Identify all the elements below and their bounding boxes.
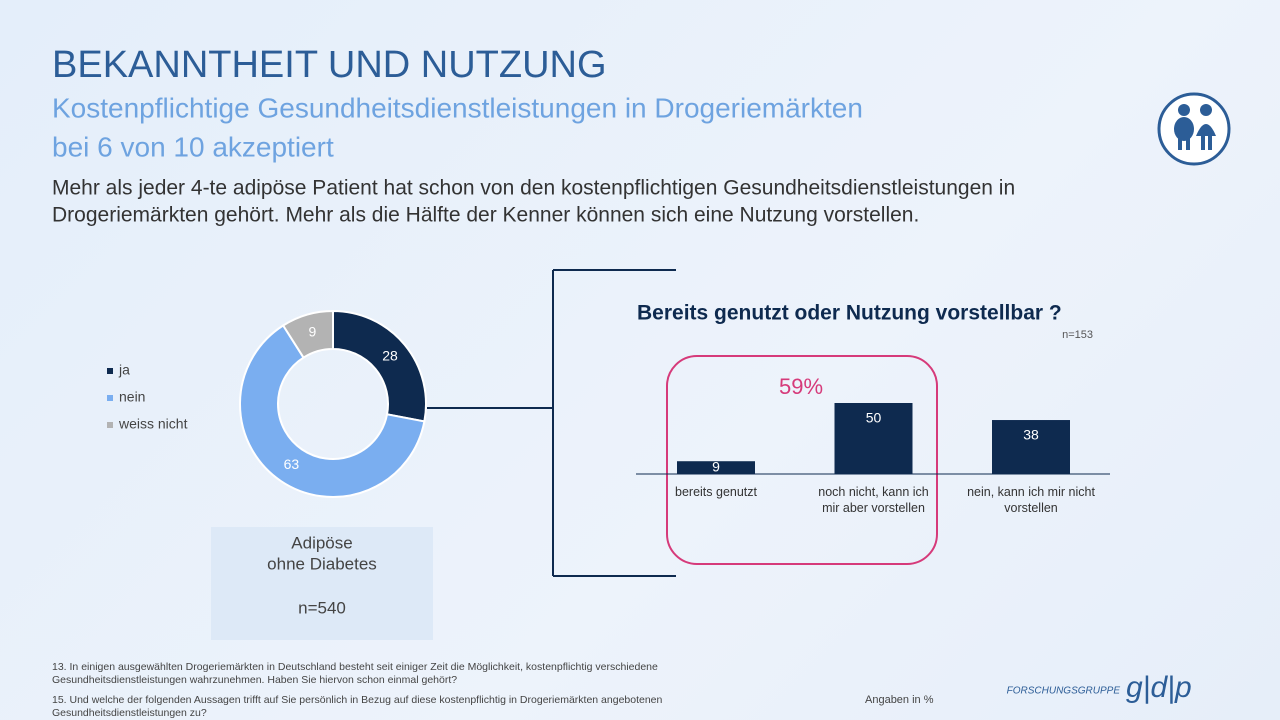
sample-size: n=153: [1062, 329, 1093, 341]
legend-marker: [107, 368, 113, 374]
bar: [677, 461, 755, 474]
donut-segment: [239, 324, 426, 498]
footnote: 13. In einigen ausgewählten Drogeriemärk…: [52, 661, 658, 673]
title: BEKANNTHEIT UND NUTZUNG: [52, 44, 607, 86]
footnote: Gesundheitsdienstleistungen zu?: [52, 707, 207, 719]
people-icon: [1157, 92, 1231, 166]
highlight-box: [666, 355, 938, 565]
category-label: noch nicht, kann ich mir aber vorstellen: [818, 485, 929, 515]
donut-segment: [281, 309, 334, 359]
data-label: 9: [712, 459, 720, 475]
chart-title: Bereits genutzt oder Nutzung vorstellbar…: [637, 302, 1062, 325]
unit-note: Angaben in %: [865, 694, 934, 706]
bracket: [427, 269, 676, 577]
legend-marker: [107, 395, 113, 401]
caption: Adipöse: [291, 533, 352, 552]
annotation: 59%: [779, 374, 823, 399]
footnote: 15. Und welche der folgenden Aussagen tr…: [52, 694, 663, 706]
logo-mark: g|d|p: [1126, 671, 1192, 704]
footnote: Gesundheitsdienstleistungen wahrzunehmen…: [52, 674, 457, 686]
data-label: 63: [284, 456, 300, 472]
category-label: bereits genutzt: [675, 485, 757, 499]
lead-text: Drogeriemärkten gehört. Mehr als die Häl…: [52, 204, 919, 227]
legend-label: weiss nicht: [118, 416, 188, 432]
logo-text: FORSCHUNGSGRUPPE: [1007, 686, 1121, 697]
data-label: 50: [866, 410, 882, 426]
lead-text: Mehr als jeder 4-te adipöse Patient hat …: [52, 177, 1015, 200]
data-label: 28: [382, 348, 398, 364]
legend-marker: [107, 422, 113, 428]
bar: [992, 420, 1070, 474]
subtitle: Kostenpflichtige Gesundheitsdienstleistu…: [52, 92, 863, 123]
caption: ohne Diabetes: [267, 554, 377, 573]
data-label: 38: [1023, 427, 1039, 443]
legend-label: nein: [119, 389, 145, 405]
sample-size: n=540: [298, 598, 346, 617]
legend-label: ja: [118, 362, 130, 378]
bar: [834, 403, 913, 474]
caption-box: [211, 527, 433, 640]
donut-segment: [332, 309, 427, 423]
subtitle: bei 6 von 10 akzeptiert: [52, 131, 334, 162]
data-label: 9: [308, 324, 316, 340]
category-label: nein, kann ich mir nicht vorstellen: [967, 485, 1095, 515]
